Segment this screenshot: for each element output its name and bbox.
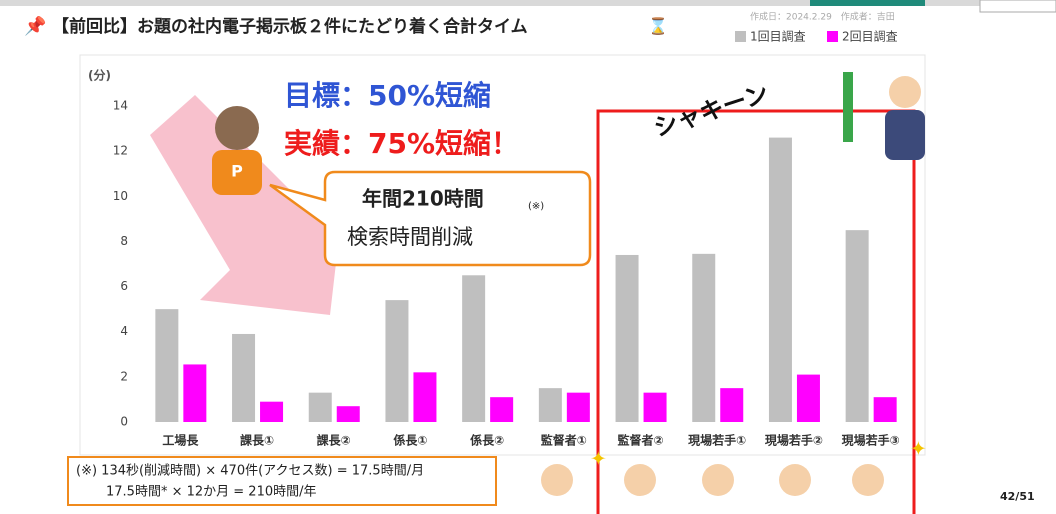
x-tick-label: 課長② — [317, 433, 351, 448]
bar — [490, 397, 513, 422]
bar — [692, 254, 715, 422]
legend-label: 1回目調査 — [750, 30, 806, 44]
x-tick-label: 監督者① — [541, 433, 587, 448]
x-tick-label: 監督者② — [617, 433, 663, 448]
callout-note: (※) — [528, 201, 544, 212]
bar — [385, 300, 408, 422]
legend-swatch — [827, 31, 838, 42]
bar — [413, 372, 436, 422]
pin-icon: 📌 — [24, 15, 46, 37]
y-tick-label: 12 — [113, 144, 128, 158]
legend-label: 2回目調査 — [842, 30, 898, 44]
hourglass: ⌛ — [648, 17, 668, 36]
x-tick-label: 課長① — [240, 433, 274, 448]
meta: 作成日：2024.2.29 作成者：吉田 — [750, 11, 895, 23]
bar — [769, 138, 792, 422]
top-tabs — [0, 0, 1056, 12]
y-tick-label: 8 — [120, 234, 128, 248]
bar — [567, 393, 590, 422]
y-tick-label: 2 — [120, 369, 128, 383]
slide-title: 【前回比】お題の社内電子掲示板２件にたどり着く合計タイム — [52, 16, 528, 37]
legend-swatch — [735, 31, 746, 42]
y-unit: (分) — [88, 68, 111, 83]
x-tick-label: 係長① — [393, 433, 427, 448]
svg-text:✦: ✦ — [590, 447, 607, 471]
y-tick-label: 10 — [113, 189, 128, 203]
bar — [644, 393, 667, 422]
slide: 📌 【前回比】お題の社内電子掲示板２件にたどり着く合計タイム ⌛ 作成日：202… — [0, 0, 1056, 514]
bar — [337, 406, 360, 422]
bar — [260, 402, 283, 422]
bar — [462, 275, 485, 422]
chart: 📌 【前回比】お題の社内電子掲示板２件にたどり着く合計タイム ⌛ 作成日：202… — [0, 0, 1056, 514]
bar — [155, 309, 178, 422]
x-tick-label: 現場若手② — [765, 433, 823, 448]
result-text: 実績：75%短縮！ — [284, 127, 519, 160]
footnote-line: (※) 134秒(削減時間) × 470件(アクセス数) = 17.5時間/月 — [76, 463, 424, 479]
y-tick-label: 14 — [113, 99, 128, 113]
svg-text:✦: ✦ — [910, 437, 927, 461]
bar — [539, 388, 562, 422]
target-text: 目標：50%短縮 — [284, 79, 491, 112]
legend: 1回目調査 2回目調査 — [735, 30, 898, 44]
svg-text:P: P — [231, 162, 243, 181]
bar — [874, 397, 897, 422]
x-tick-label: 工場長 — [162, 433, 199, 448]
y-tick-label: 0 — [120, 415, 128, 429]
bar — [616, 255, 639, 422]
bar — [846, 230, 869, 422]
bar — [797, 375, 820, 422]
bar — [183, 364, 206, 422]
page-number: 42/51 — [1000, 490, 1035, 503]
callout-main: 年間210時間 — [362, 187, 484, 211]
bar — [720, 388, 743, 422]
footnote-line: 17.5時間* × 12か月 = 210時間/年 — [106, 485, 317, 500]
x-tick-label: 係長② — [470, 433, 504, 448]
bar — [309, 393, 332, 422]
callout-sub: 検索時間削減 — [347, 225, 473, 249]
y-tick-label: 4 — [120, 324, 128, 338]
x-tick-label: 現場若手③ — [842, 433, 900, 448]
y-tick-label: 6 — [120, 279, 128, 293]
bar — [232, 334, 255, 422]
x-tick-label: 現場若手① — [688, 433, 746, 448]
mascot: P — [212, 106, 262, 195]
